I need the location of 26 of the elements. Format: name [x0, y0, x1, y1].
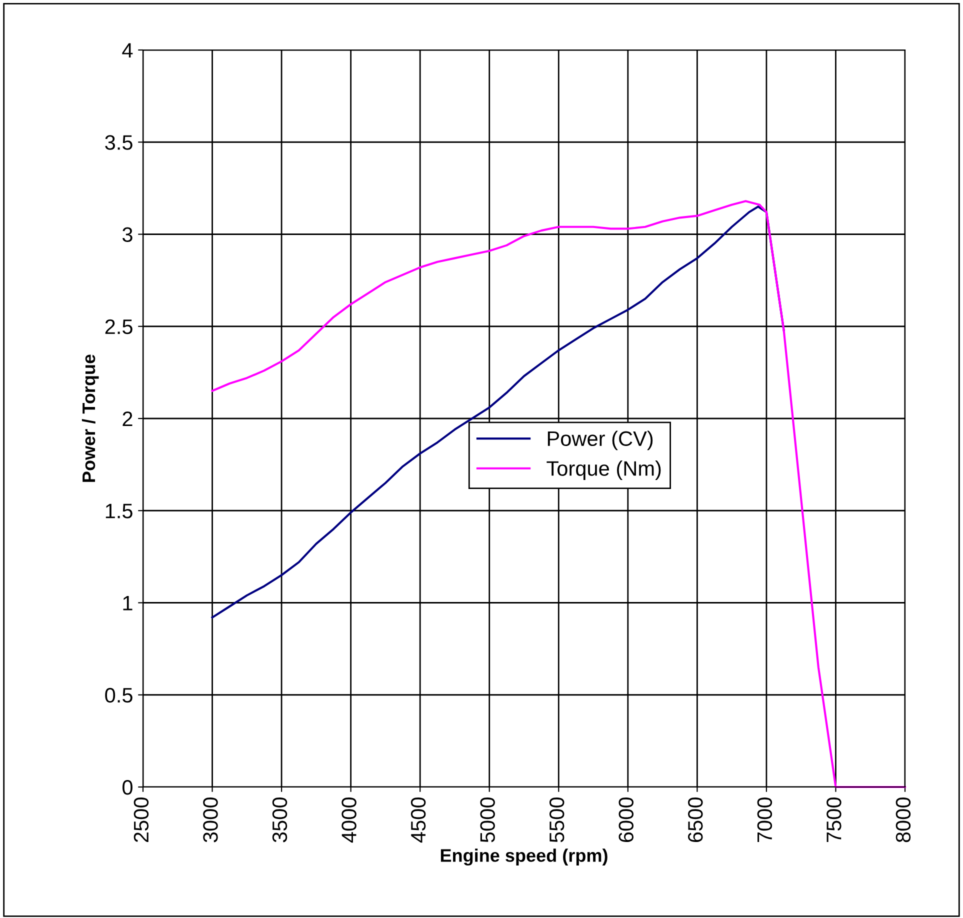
y-tick-label: 3.5	[105, 135, 132, 150]
y-tick-label: 0.5	[105, 688, 132, 703]
x-tick-label: 3000	[203, 798, 218, 842]
x-tick-label: 7000	[757, 798, 772, 842]
x-tick-label: 4000	[342, 798, 356, 843]
x-axis-title: Engine speed (rpm)	[440, 848, 608, 866]
x-tick-label: 2500	[134, 798, 149, 842]
y-tick-label: 4	[122, 43, 133, 58]
y-tick-label: 0	[122, 780, 132, 795]
y-tick-label: 3	[122, 227, 132, 242]
legend-label: Power (CV)	[548, 430, 653, 450]
x-tick-label: 5000	[480, 798, 495, 842]
y-tick-label: 2.5	[105, 319, 132, 334]
y-tick-label: 2	[122, 412, 132, 426]
x-tick-label: 8000	[896, 798, 911, 842]
line-series	[211, 200, 906, 788]
x-tick-label: 7500	[826, 798, 842, 842]
x-tick-label: 6500	[688, 798, 703, 842]
legend-label: Torque (Nm)	[546, 460, 661, 480]
y-tick-label: 1	[123, 596, 132, 610]
x-tick-label: 6000	[618, 798, 634, 842]
x-tick-label: 3500	[272, 798, 288, 842]
x-tick-label: 4500	[410, 798, 426, 843]
x-tick-label: 5500	[549, 798, 564, 842]
y-axis-title: Power / Torque	[82, 354, 99, 482]
y-tick-label: 1.5	[106, 504, 132, 518]
